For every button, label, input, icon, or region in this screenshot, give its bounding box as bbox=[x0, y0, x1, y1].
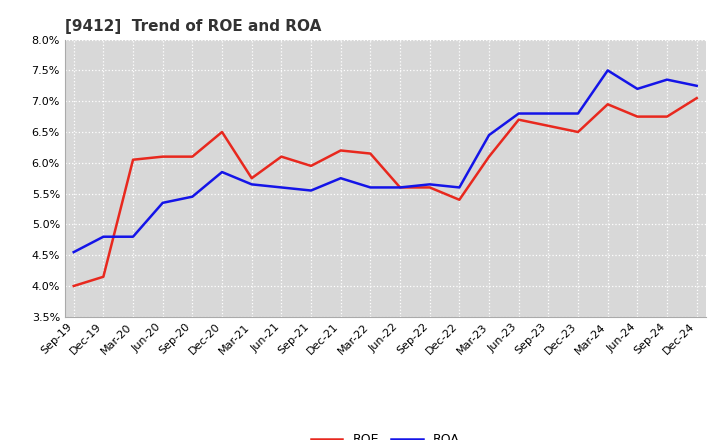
ROE bbox=[217, 129, 226, 135]
ROE bbox=[277, 154, 286, 159]
ROE bbox=[396, 185, 405, 190]
ROE bbox=[129, 157, 138, 162]
ROA bbox=[217, 169, 226, 175]
ROA bbox=[633, 86, 642, 92]
ROA bbox=[455, 185, 464, 190]
ROA bbox=[129, 234, 138, 239]
ROA bbox=[99, 234, 108, 239]
ROA bbox=[603, 68, 612, 73]
ROE bbox=[455, 197, 464, 202]
ROA bbox=[514, 111, 523, 116]
ROE bbox=[662, 114, 671, 119]
ROA bbox=[485, 132, 493, 138]
ROA bbox=[248, 182, 256, 187]
ROA bbox=[662, 77, 671, 82]
ROE bbox=[693, 95, 701, 101]
ROE bbox=[336, 148, 345, 153]
ROA bbox=[426, 182, 434, 187]
ROE bbox=[69, 283, 78, 289]
ROA bbox=[396, 185, 405, 190]
ROE bbox=[366, 151, 374, 156]
ROA bbox=[188, 194, 197, 199]
ROE bbox=[99, 274, 108, 279]
ROE bbox=[603, 102, 612, 107]
ROE bbox=[514, 117, 523, 122]
ROE bbox=[248, 176, 256, 181]
ROA bbox=[277, 185, 286, 190]
ROE bbox=[544, 123, 553, 128]
ROE bbox=[188, 154, 197, 159]
ROA bbox=[693, 83, 701, 88]
ROA bbox=[158, 200, 167, 205]
ROA bbox=[69, 249, 78, 255]
ROE bbox=[307, 163, 315, 169]
ROA bbox=[544, 111, 553, 116]
ROA bbox=[366, 185, 374, 190]
ROA bbox=[574, 111, 582, 116]
ROA bbox=[336, 176, 345, 181]
ROE bbox=[574, 129, 582, 135]
Text: [9412]  Trend of ROE and ROA: [9412] Trend of ROE and ROA bbox=[65, 19, 321, 34]
ROE bbox=[633, 114, 642, 119]
ROE bbox=[158, 154, 167, 159]
Legend: ROE, ROA: ROE, ROA bbox=[306, 429, 464, 440]
ROA bbox=[307, 188, 315, 193]
Line: ROE: ROE bbox=[73, 98, 697, 286]
ROE bbox=[485, 154, 493, 159]
Line: ROA: ROA bbox=[73, 70, 697, 252]
ROE bbox=[426, 185, 434, 190]
